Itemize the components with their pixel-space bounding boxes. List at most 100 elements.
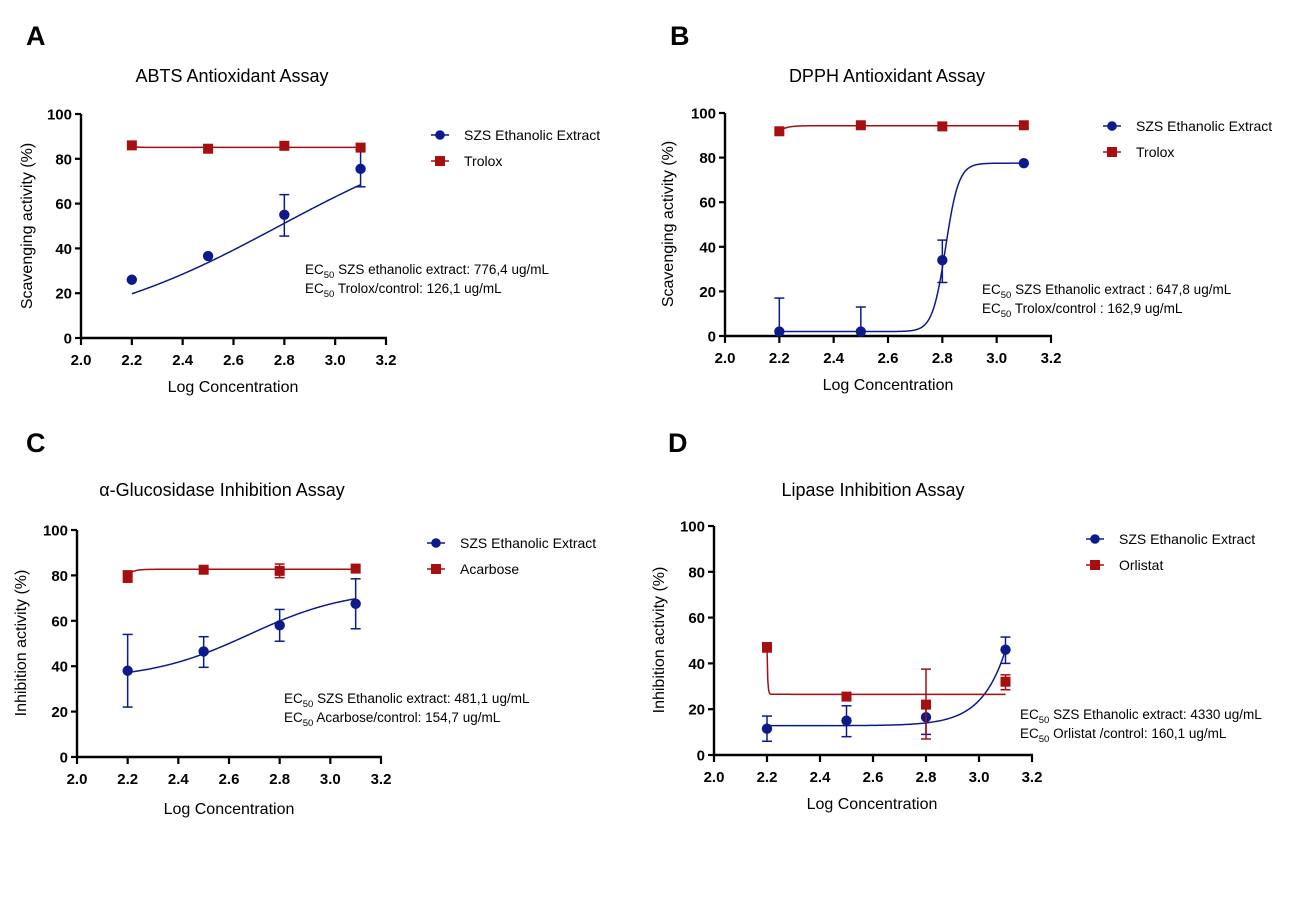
x-axis-label: Log Concentration xyxy=(164,801,295,818)
data-point xyxy=(122,571,133,582)
data-point xyxy=(279,209,290,220)
x-tick-label: 2.8 xyxy=(269,771,290,788)
data-point xyxy=(841,715,852,726)
x-tick-label: 3.0 xyxy=(325,352,346,369)
x-tick-label: 2.8 xyxy=(274,352,295,369)
x-tick-label: 2.2 xyxy=(121,352,142,369)
series-control xyxy=(762,642,1011,740)
legend-item: SZS Ethanolic Extract xyxy=(1086,531,1255,547)
data-point xyxy=(203,143,214,154)
x-tick-label: 2.6 xyxy=(878,350,899,367)
chart-title: ABTS Antioxidant Assay xyxy=(135,66,328,86)
panel-letter: A xyxy=(26,21,46,51)
ec50-annotation: EC50 SZS ethanolic extract: 776,4 ug/mL xyxy=(305,262,549,281)
legend-label: Trolox xyxy=(1136,144,1174,160)
ec50-annotation: EC50 Trolox/control: 126,1 ug/mL xyxy=(305,281,502,300)
data-point xyxy=(274,565,285,576)
y-tick-label: 40 xyxy=(699,239,716,256)
y-tick-label: 100 xyxy=(43,523,68,540)
legend-marker-circle xyxy=(435,130,445,140)
data-point xyxy=(202,250,214,262)
data-point xyxy=(350,563,361,574)
y-tick-label: 100 xyxy=(691,106,716,123)
data-point xyxy=(1000,644,1011,655)
legend-item: Orlistat xyxy=(1086,557,1163,573)
panel-letter: C xyxy=(26,428,46,458)
panel-letter: B xyxy=(670,21,690,51)
data-point xyxy=(774,126,785,137)
series-control xyxy=(122,563,361,583)
y-axis-label: Scavenging activity (%) xyxy=(19,143,36,309)
y-tick-label: 80 xyxy=(688,564,705,581)
data-point xyxy=(774,326,785,337)
x-tick-label: 3.0 xyxy=(969,769,990,786)
y-tick-label: 0 xyxy=(708,329,716,346)
x-tick-label: 2.0 xyxy=(71,352,92,369)
legend-label: Orlistat xyxy=(1119,557,1163,573)
fit-curve xyxy=(779,162,1024,333)
y-tick-label: 40 xyxy=(688,656,705,673)
data-point xyxy=(762,642,772,653)
y-tick-label: 80 xyxy=(51,568,68,585)
y-tick-label: 0 xyxy=(697,748,705,765)
y-axis-label: Scavenging activity (%) xyxy=(660,141,677,307)
y-tick-label: 20 xyxy=(699,284,716,301)
data-point xyxy=(855,326,867,337)
data-point xyxy=(841,691,852,702)
x-axis-label: Log Concentration xyxy=(807,796,938,813)
legend-marker-square xyxy=(435,156,445,166)
fit-curve xyxy=(127,568,356,576)
y-tick-label: 80 xyxy=(699,150,716,167)
y-tick-label: 60 xyxy=(688,610,705,627)
series-control xyxy=(126,140,366,154)
chart-panel-b: B DPPH Antioxidant Assay 0 20 40 60 80 100 2.0 2.… xyxy=(660,21,1272,394)
data-point xyxy=(937,121,948,132)
x-tick-label: 3.2 xyxy=(1041,350,1062,367)
x-tick-label: 2.2 xyxy=(769,350,790,367)
x-tick-label: 2.4 xyxy=(810,769,832,786)
series-extract xyxy=(774,157,1030,337)
data-point xyxy=(355,163,366,175)
y-axis-label: Inhibition activity (%) xyxy=(13,570,30,717)
ec50-annotation: EC50 SZS Ethanolic extract: 481,1 ug/mL xyxy=(284,691,530,710)
legend-item: SZS Ethanolic Extract xyxy=(427,535,596,551)
legend-item: Trolox xyxy=(1103,144,1174,160)
chart-title: Lipase Inhibition Assay xyxy=(781,480,964,500)
data-point xyxy=(126,274,138,285)
y-tick-label: 100 xyxy=(47,107,72,124)
data-point xyxy=(279,140,290,151)
legend-label: SZS Ethanolic Extract xyxy=(1119,531,1255,547)
x-tick-label: 2.6 xyxy=(223,352,244,369)
x-axis-label: Log Concentration xyxy=(168,379,299,396)
legend-item: SZS Ethanolic Extract xyxy=(431,127,600,143)
x-tick-label: 2.8 xyxy=(916,769,937,786)
series-extract xyxy=(122,578,361,708)
legend-marker-square xyxy=(1107,147,1117,157)
data-point xyxy=(198,564,209,575)
legend-label: SZS Ethanolic Extract xyxy=(464,127,600,143)
data-point xyxy=(921,699,931,710)
legend-label: Acarbose xyxy=(460,561,519,577)
series-extract xyxy=(126,149,366,295)
y-tick-label: 100 xyxy=(680,519,705,536)
legend-item: SZS Ethanolic Extract xyxy=(1103,118,1272,134)
panel-letter: D xyxy=(668,428,688,458)
y-axis-label: Inhibition activity (%) xyxy=(651,567,668,714)
data-point xyxy=(350,598,361,609)
x-tick-label: 2.4 xyxy=(168,771,190,788)
ec50-annotation: EC50 Acarbose/control: 154,7 ug/mL xyxy=(284,710,501,729)
y-tick-label: 0 xyxy=(60,750,68,767)
data-point xyxy=(198,646,209,657)
chart-panel-a: A ABTS Antioxidant Assay 0 20 40 60 80 100 2.0 2.… xyxy=(19,21,600,396)
fit-curve xyxy=(131,145,361,149)
x-tick-label: 2.0 xyxy=(704,769,725,786)
ec50-annotation: EC50 Orlistat /control: 160,1 ug/mL xyxy=(1020,726,1227,745)
legend-marker-circle xyxy=(1090,534,1100,544)
fit-curve xyxy=(127,597,356,674)
x-tick-label: 3.0 xyxy=(320,771,341,788)
data-point xyxy=(274,620,285,631)
y-tick-label: 0 xyxy=(64,331,72,348)
x-tick-label: 3.2 xyxy=(1022,769,1043,786)
x-tick-label: 3.2 xyxy=(376,352,397,369)
